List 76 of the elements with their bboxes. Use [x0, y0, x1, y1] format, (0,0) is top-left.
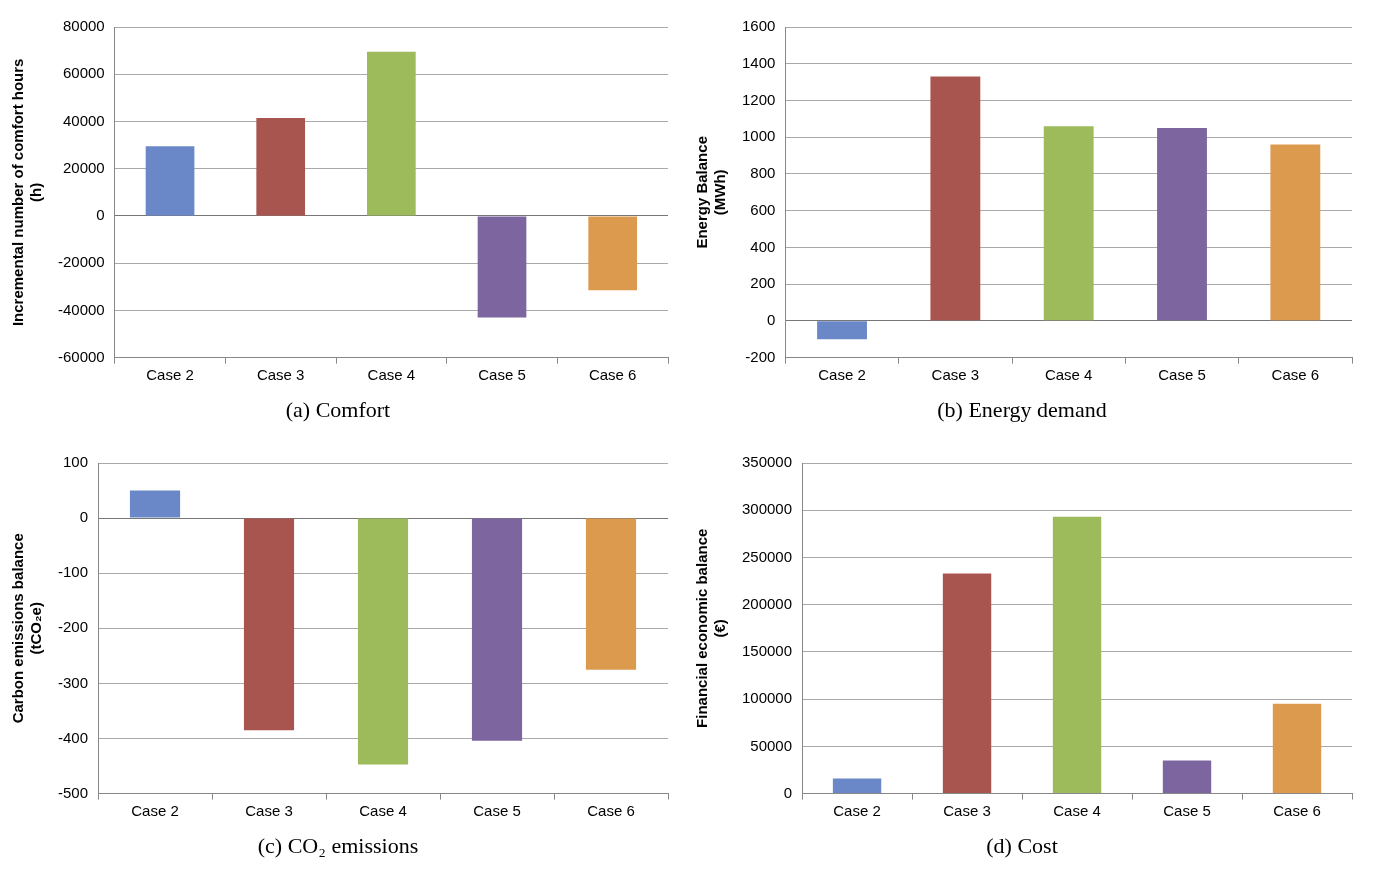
- y-tick-label: 0: [79, 508, 89, 526]
- y-tick-label: 1200: [741, 90, 776, 108]
- bar: [1052, 516, 1102, 794]
- y-tick-label: 800: [750, 164, 776, 182]
- x-tick-label: Case 2: [146, 365, 194, 383]
- y-tick-label: 1600: [741, 17, 776, 35]
- y-tick-label: 0: [767, 311, 776, 329]
- y-tick-label: 60000: [62, 64, 105, 82]
- bar: [145, 146, 195, 216]
- x-tick-label: Case 2: [131, 801, 179, 819]
- y-axis-title: Financial economic balance (€): [693, 528, 729, 728]
- bar: [817, 321, 867, 340]
- y-tick-label: 0: [96, 206, 105, 224]
- x-tick-label: Case 3: [943, 801, 991, 819]
- x-tick-label: Case 6: [588, 365, 637, 383]
- bar: [1162, 760, 1212, 794]
- x-tick-label: Case 4: [367, 365, 416, 383]
- x-tick-label: Case 6: [587, 801, 635, 819]
- x-tick-label: Case 6: [1273, 801, 1321, 819]
- y-tick-label: 0: [783, 783, 793, 801]
- y-tick-label: 50000: [750, 736, 793, 754]
- bar: [832, 778, 882, 794]
- bar: [1157, 128, 1207, 321]
- y-tick-label: 200: [750, 274, 776, 292]
- y-tick-label: -300: [57, 673, 89, 691]
- y-tick-label: 600: [750, 200, 776, 218]
- x-tick-label: Case 3: [256, 365, 305, 383]
- y-tick-label: 1400: [741, 53, 776, 71]
- x-tick-label: Case 4: [1044, 365, 1093, 383]
- y-axis-title: Energy Balance (MWh): [693, 136, 729, 249]
- y-tick-label: 100: [62, 453, 89, 471]
- y-tick-label: -500: [57, 783, 89, 801]
- bar: [942, 573, 992, 794]
- y-axis-title: Incremental number of comfort hours (h): [9, 58, 45, 327]
- y-tick-label: 350000: [741, 453, 793, 471]
- bar: [477, 216, 527, 318]
- x-tick-label: Case 6: [1271, 365, 1320, 383]
- y-tick-label: -60000: [57, 347, 105, 365]
- bar: [588, 216, 638, 291]
- bar: [930, 76, 981, 321]
- x-tick-label: Case 5: [1158, 365, 1206, 383]
- x-tick-label: Case 4: [359, 801, 407, 819]
- x-tick-label: Case 4: [1053, 801, 1101, 819]
- y-tick-label: 300000: [741, 500, 793, 518]
- y-tick-label: -400: [57, 728, 89, 746]
- x-tick-label: Case 5: [478, 365, 526, 383]
- y-tick-label: -200: [57, 618, 89, 636]
- text: (a) Comfort: [285, 396, 391, 422]
- x-tick-label: Case 3: [931, 365, 980, 383]
- y-tick-label: -100: [57, 563, 89, 581]
- y-tick-label: 100000: [741, 689, 793, 707]
- bar: [256, 117, 306, 216]
- y-tick-label: 80000: [62, 17, 105, 35]
- y-tick-label: -40000: [57, 300, 105, 318]
- y-tick-label: -20000: [57, 253, 105, 271]
- y-tick-label: 40000: [62, 111, 105, 129]
- y-tick-label: -200: [745, 347, 776, 365]
- bar: [1270, 144, 1321, 321]
- y-tick-label: 400: [750, 237, 776, 255]
- text: (c) CO₂ emissions: [257, 832, 419, 858]
- y-axis-title: Carbon emissions balance (tCO₂e): [9, 533, 45, 724]
- bar: [1272, 703, 1322, 794]
- bar: [1043, 126, 1094, 321]
- x-tick-label: Case 2: [818, 365, 866, 383]
- x-tick-label: Case 3: [245, 801, 293, 819]
- y-tick-label: 200000: [741, 594, 793, 612]
- text: (b) Energy demand: [937, 396, 1107, 422]
- x-tick-label: Case 5: [473, 801, 521, 819]
- y-tick-label: 20000: [62, 158, 105, 176]
- y-tick-label: 250000: [741, 547, 793, 565]
- bar: [367, 51, 416, 216]
- y-tick-label: 150000: [741, 642, 793, 660]
- y-tick-label: 1000: [741, 127, 776, 145]
- x-tick-label: Case 2: [833, 801, 881, 819]
- text: (d) Cost: [986, 832, 1058, 858]
- x-tick-label: Case 5: [1163, 801, 1211, 819]
